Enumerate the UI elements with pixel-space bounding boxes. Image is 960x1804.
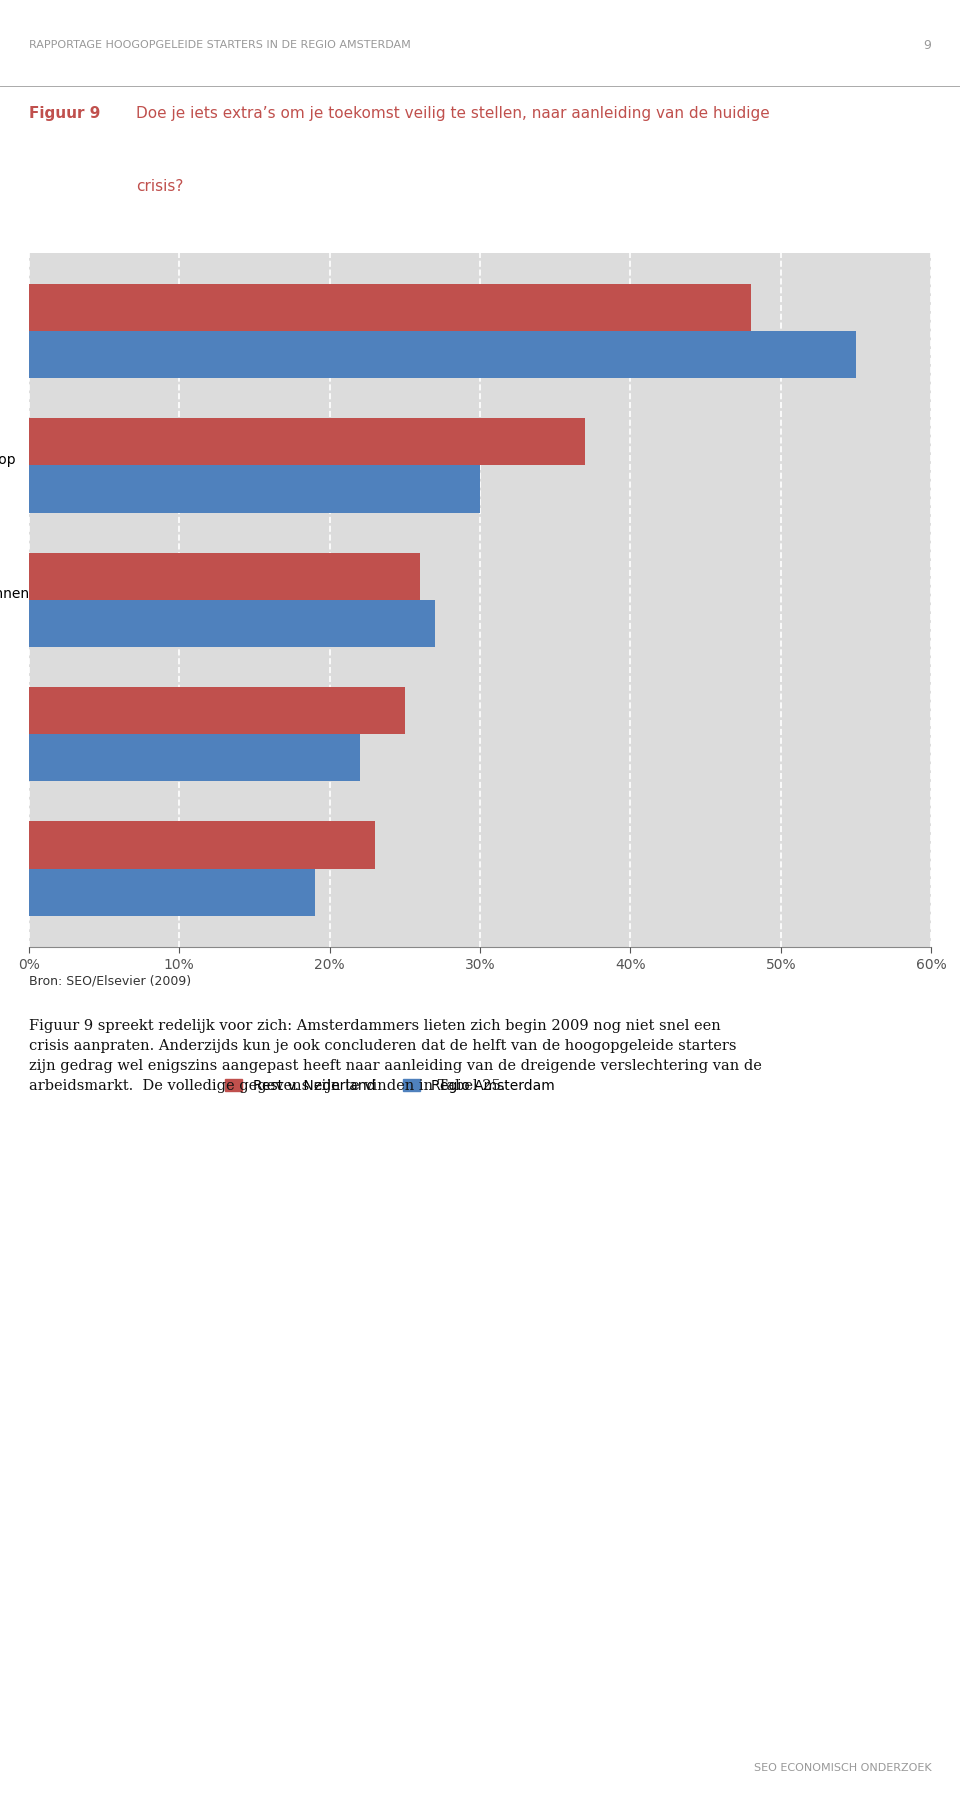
Bar — [29, 465, 480, 512]
Legend: Rest v. Nederland, Regio Amsterdam: Rest v. Nederland, Regio Amsterdam — [225, 1079, 555, 1093]
Text: SEO ECONOMISCH ONDERZOEK: SEO ECONOMISCH ONDERZOEK — [754, 1763, 931, 1773]
Bar — [29, 821, 374, 868]
Bar — [29, 599, 435, 648]
Text: Bron: SEO/Elsevier (2009): Bron: SEO/Elsevier (2009) — [29, 974, 191, 989]
Bar — [29, 734, 360, 781]
Bar — [29, 868, 315, 916]
Bar — [29, 332, 856, 379]
Text: 9: 9 — [924, 38, 931, 52]
Bar — [29, 283, 751, 332]
Text: Doe je iets extra’s om je toekomst veilig te stellen, naar aanleiding van de hui: Doe je iets extra’s om je toekomst veili… — [136, 106, 770, 121]
Text: Figuur 9: Figuur 9 — [29, 106, 100, 121]
Bar — [29, 419, 586, 465]
Text: RAPPORTAGE HOOGOPGELEIDE STARTERS IN DE REGIO AMSTERDAM: RAPPORTAGE HOOGOPGELEIDE STARTERS IN DE … — [29, 40, 411, 51]
Bar — [29, 552, 420, 599]
Text: Figuur 9 spreekt redelijk voor zich: Amsterdammers lieten zich begin 2009 nog ni: Figuur 9 spreekt redelijk voor zich: Ams… — [29, 1019, 761, 1093]
Text: crisis?: crisis? — [136, 179, 183, 193]
Bar — [29, 687, 405, 734]
